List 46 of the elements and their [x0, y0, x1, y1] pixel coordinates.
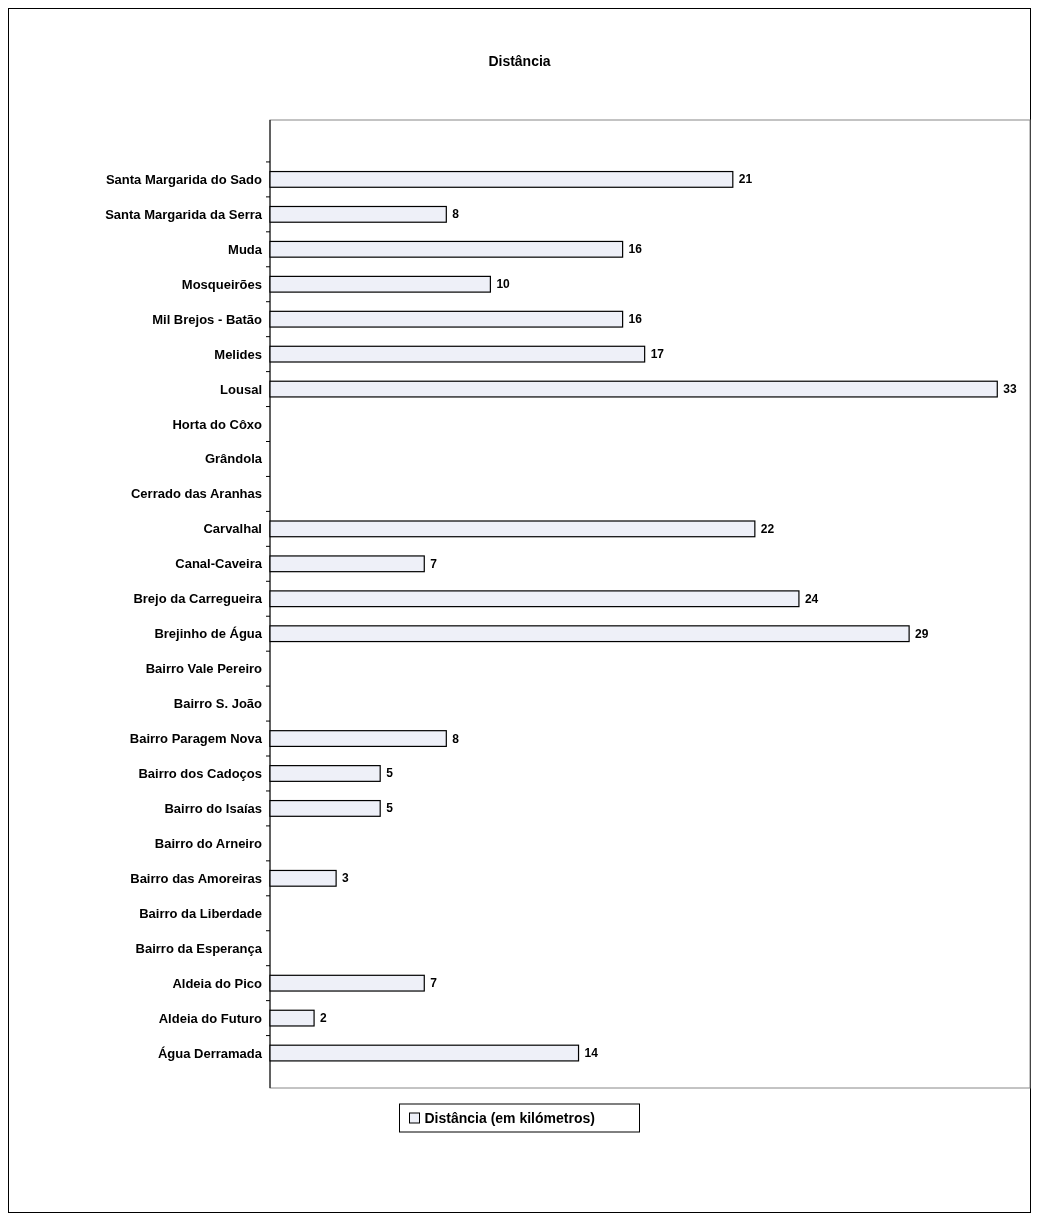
- y-tick-label: Cerrado das Aranhas: [130, 486, 262, 502]
- legend-label: Distância (em kilómetros): [424, 1110, 595, 1126]
- y-tick-label: Horta do Côxo: [172, 416, 263, 432]
- data-label: 22: [760, 521, 775, 536]
- data-label: 21: [738, 172, 753, 187]
- y-tick-label: Brejo da Carregueira: [133, 591, 263, 607]
- y-tick-label: Bairro Vale Pereiro: [145, 661, 263, 677]
- data-label: 8: [452, 207, 460, 222]
- data-label: 8: [452, 731, 460, 746]
- y-tick-label: Água Derramada: [157, 1045, 263, 1061]
- y-tick-label: Canal-Caveira: [175, 556, 263, 572]
- data-label: 2: [320, 1011, 328, 1026]
- y-tick-label: Bairro das Amoreiras: [130, 870, 262, 886]
- data-label: 17: [650, 347, 665, 362]
- y-tick-label: Bairro Paragem Nova: [129, 731, 263, 747]
- y-tick-label: Bairro S. João: [173, 696, 263, 712]
- data-label: 16: [628, 242, 643, 257]
- y-tick-label: Mosqueirões: [181, 276, 262, 292]
- data-label: 29: [915, 626, 929, 641]
- y-tick-label: Brejinho de Água: [154, 626, 263, 642]
- data-label: 5: [386, 766, 394, 781]
- y-tick-label: Bairro da Liberdade: [139, 905, 262, 921]
- y-tick-label: Aldeia do Pico: [172, 975, 263, 991]
- y-tick-label: Santa Margarida da Serra: [105, 206, 263, 222]
- y-tick-label: Mil Brejos - Batão: [152, 311, 263, 327]
- y-tick-label: Muda: [228, 241, 263, 257]
- data-label: 16: [628, 312, 643, 327]
- data-label: 14: [584, 1046, 599, 1061]
- y-tick-label: Bairro dos Cadoços: [138, 765, 262, 781]
- data-label: 7: [430, 556, 438, 571]
- y-tick-label: Bairro do Isaías: [164, 800, 262, 816]
- y-tick-label: Bairro do Arneiro: [154, 835, 263, 851]
- y-tick-label: Santa Margarida do Sado: [105, 171, 263, 187]
- data-label: 10: [496, 277, 511, 292]
- y-tick-label: Lousal: [220, 381, 262, 397]
- chart-title: Distância: [488, 53, 551, 69]
- y-tick-label: Carvalhal: [203, 521, 262, 537]
- data-label: 24: [804, 591, 819, 606]
- y-tick-label: Melides: [214, 346, 262, 362]
- data-label: 5: [386, 801, 394, 816]
- y-tick-label: Bairro da Esperança: [135, 940, 263, 956]
- y-tick-label: Grândola: [204, 451, 263, 467]
- data-label: 3: [342, 871, 350, 886]
- data-label: 33: [1003, 382, 1017, 397]
- data-label: 7: [430, 976, 438, 991]
- y-tick-label: Aldeia do Futuro: [158, 1010, 263, 1026]
